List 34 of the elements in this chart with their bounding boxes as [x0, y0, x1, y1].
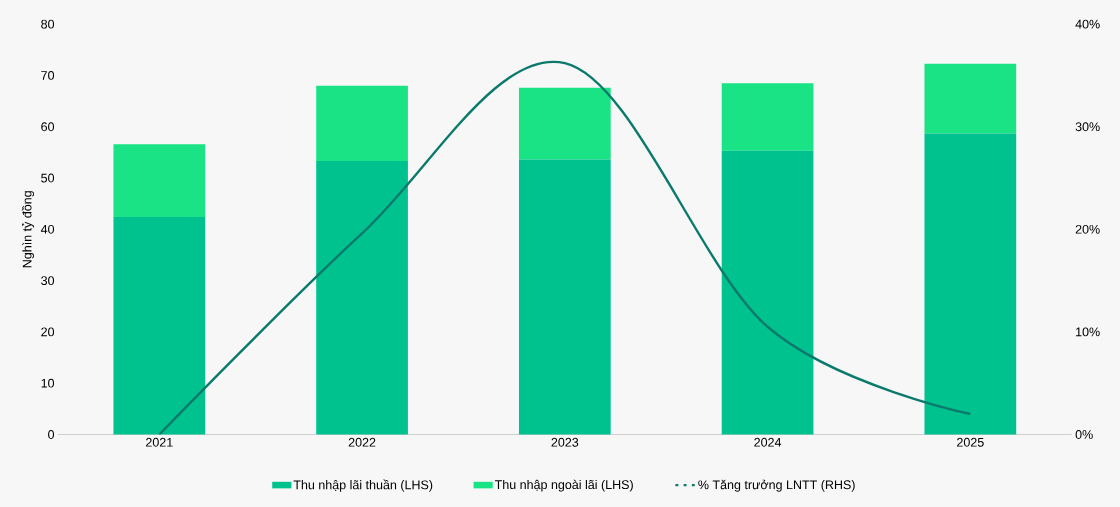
y2-tick-label: 20% — [1075, 224, 1100, 234]
y-tick-label: 70 — [41, 71, 55, 80]
bar — [316, 85, 408, 162]
x-tick-label: 2022 — [348, 437, 376, 447]
y-axis-title: Nghìn tỷ đồng — [21, 191, 35, 268]
y-tick-label: 20 — [41, 327, 55, 337]
x-tick-label: 2023 — [551, 437, 579, 447]
bar — [316, 161, 408, 435]
bar — [721, 150, 814, 435]
legend-label: Thu nhập ngoài lãi (LHS) — [494, 479, 633, 492]
y2-tick-label: 10% — [1076, 327, 1100, 337]
y-tick-label: 60 — [41, 122, 55, 132]
bar — [924, 133, 1017, 435]
y-tick-label: 0 — [48, 430, 55, 439]
y2-tick-label: 0% — [1075, 430, 1093, 439]
x-tick-label: 2024 — [754, 437, 782, 447]
y-tick-label: 50 — [41, 173, 55, 183]
bar — [518, 159, 611, 435]
x-tick-label: 2021 — [146, 437, 173, 447]
bar — [113, 217, 206, 435]
bar — [518, 87, 611, 160]
y-tick-label: 80 — [41, 19, 55, 29]
legend-label: Thu nhập lãi thuần (LHS) — [293, 479, 433, 492]
legend-label: % Tăng trưởng LNTT (RHS) — [698, 479, 855, 492]
x-tick-label: 2025 — [957, 437, 984, 447]
y2-tick-label: 30% — [1075, 122, 1100, 132]
line-series — [158, 61, 972, 435]
y-tick-label: 10 — [41, 378, 55, 388]
bar — [113, 144, 206, 218]
y2-tick-label: 40% — [1075, 19, 1100, 29]
bar — [721, 83, 814, 151]
y-tick-label: 30 — [41, 276, 55, 286]
y-tick-label: 40 — [40, 224, 55, 234]
bar — [924, 63, 1017, 134]
